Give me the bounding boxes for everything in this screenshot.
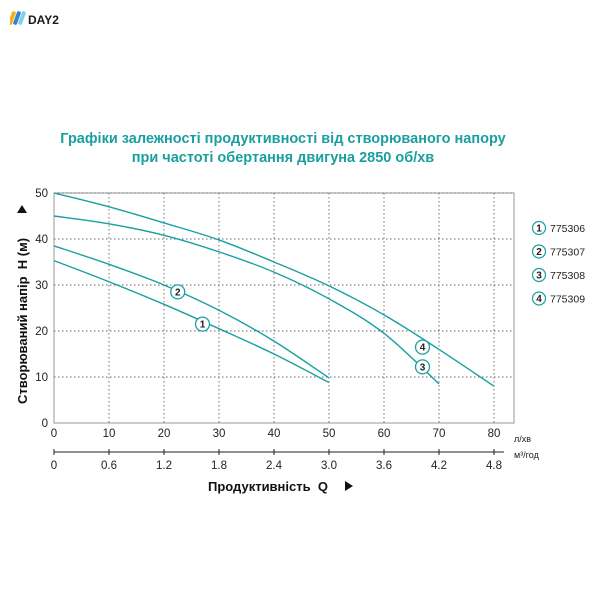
y-tick-label: 0 [42,418,48,430]
x-tick-label: 0 [51,428,57,440]
x2-tick-label: 2.4 [266,460,283,472]
x2-tick-label: 0.6 [101,460,117,472]
curve-marker-circle [414,359,431,375]
legend-marker-label: 3 [536,271,542,282]
curve-marker-circle [194,316,211,332]
x2-tick-label: 3.0 [321,460,337,472]
x2-tick-label: 1.2 [156,460,172,472]
y-axis-arrow-icon [17,205,27,213]
x2-tick-label: 3.6 [376,460,392,472]
x-axis-arrow-icon [345,481,353,491]
x-axis-title-text: Продуктивність Q [208,479,328,494]
x2-axis: 0 0.6 1.2 1.8 2.4 3.0 3.6 4.2 4.8 [51,449,504,472]
y-tick-label: 40 [35,234,48,246]
chart-title-line-1: Графіки залежності продуктивності від ст… [60,131,505,147]
x2-tick-label: 4.8 [486,460,502,472]
curve-marker-label: 4 [420,343,426,354]
x-tick-label: 80 [488,428,501,440]
y-tick-label: 30 [35,280,48,292]
x-unit-label: л/хв [514,434,531,444]
curve-marker-circle [170,284,186,300]
x-axis: 0 10 20 30 40 50 60 70 80 [51,428,501,440]
curve-markers: 1 2 3 4 [170,284,431,375]
x2-unit-label: м³/год [514,450,540,460]
legend-entry-775306: 775306 [550,223,585,235]
curve-marker-circle [414,339,431,355]
legend-marker-circle [531,291,547,306]
x-axis-title: Продуктивність Q [208,479,353,494]
legend-marker-label: 1 [536,224,542,235]
x-tick-label: 50 [323,428,336,440]
logo-mark [10,11,26,25]
legend-marker-label: 4 [536,294,542,305]
curve-marker-label: 3 [420,362,426,373]
legend-entry-775307: 775307 [550,247,585,259]
y-axis-title: Створюваний напір H (м) [15,205,30,404]
curve-775308 [53,215,440,385]
x-tick-label: 30 [213,428,226,440]
x2-tick-label: 0 [51,460,57,472]
legend: 1 775306 2 775307 3 775308 4 775309 [531,220,585,306]
legend-marker-circle [531,244,547,259]
chart-title-line-2: при частоті обертання двигуна 2850 об/хв [132,150,435,166]
x-tick-label: 20 [158,428,171,440]
x-tick-label: 70 [433,428,446,440]
y-axis-title-text: Створюваний напір H (м) [15,238,30,404]
brand-name: DAY2 [28,13,59,27]
legend-marker-circle [531,267,547,283]
legend-entry-775308: 775308 [550,270,585,282]
legend-entry-775309: 775309 [550,294,585,306]
curve-marker-label: 1 [200,320,206,331]
curve-775307 [53,245,330,379]
y-tick-label: 20 [35,326,48,338]
curve-marker-label: 2 [175,287,181,298]
x-tick-label: 10 [103,428,116,440]
curve-775306 [53,259,330,384]
x2-tick-label: 1.8 [211,460,227,472]
legend-marker-label: 2 [536,247,542,258]
x2-tick-label: 4.2 [431,460,447,472]
y-axis: 0 10 20 30 40 50 [35,188,48,430]
legend-marker-circle [531,220,547,236]
x-tick-label: 40 [268,428,281,440]
y-tick-label: 10 [35,372,48,384]
day2-logo: DAY2 [10,11,59,27]
plot-frame [53,192,515,424]
grid-lines [54,192,514,423]
x-tick-label: 60 [378,428,391,440]
y-tick-label: 50 [35,188,48,200]
